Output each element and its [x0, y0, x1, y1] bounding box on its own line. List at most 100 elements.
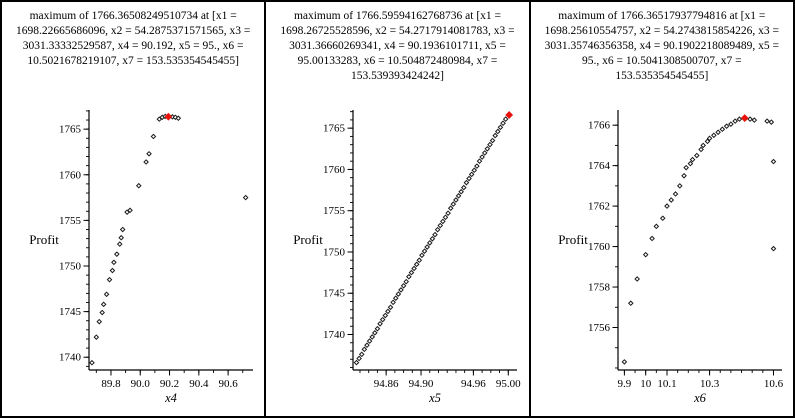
- data-point: [487, 141, 494, 148]
- data-point: [100, 301, 107, 308]
- data-point: [432, 231, 439, 238]
- x-tick-label: 89.8: [101, 378, 121, 390]
- data-point: [367, 338, 373, 344]
- data-point: [114, 251, 120, 257]
- y-tick-label: 1750: [59, 261, 82, 273]
- data-point: [634, 276, 640, 282]
- data-point: [406, 273, 413, 280]
- data-point: [768, 119, 774, 125]
- data-point: [136, 182, 142, 189]
- data-point: [687, 160, 694, 167]
- data-point: [471, 167, 478, 174]
- scatter-plot-x6: 9.9 10 10.1 10.3 10.6 1756 1758 1760 1762 1764 176…: [558, 110, 783, 405]
- data-point: [143, 159, 150, 165]
- data-point: [424, 244, 431, 250]
- data-point: [704, 138, 711, 145]
- data-point: [419, 252, 426, 259]
- data-point: [492, 132, 499, 139]
- x-tick-label: 90.4: [189, 378, 209, 390]
- data-point: [150, 133, 157, 140]
- y-axis-title: Profit: [29, 232, 59, 247]
- x-tick-label: 90.6: [219, 378, 239, 390]
- data-point: [445, 210, 452, 216]
- data-point: [736, 116, 743, 122]
- y-axis-title: Profit: [294, 232, 324, 247]
- data-point: [430, 235, 436, 242]
- data-point: [422, 248, 428, 254]
- y-tick-label: 1765: [59, 124, 82, 136]
- x-axis-title: x5: [429, 391, 442, 405]
- x-tick-label: 94.86: [374, 378, 399, 390]
- data-point: [668, 197, 674, 203]
- y-tick-label: 1750: [323, 246, 346, 258]
- data-point: [700, 142, 706, 149]
- max-point-marker: [164, 112, 173, 121]
- plot-title-x6: maximum of 1766.36517937794816 at [x1 = …: [544, 10, 779, 82]
- data-point: [416, 257, 423, 264]
- data-point: [117, 241, 123, 247]
- data-point: [495, 128, 502, 135]
- data-point: [109, 267, 116, 274]
- data-point: [437, 222, 444, 229]
- data-point: [732, 118, 738, 124]
- data-point: [354, 359, 360, 366]
- data-point: [474, 163, 481, 169]
- data-point: [409, 269, 415, 276]
- data-point: [243, 194, 249, 201]
- max-point-marker: [740, 114, 749, 123]
- data-point: [93, 334, 100, 340]
- data-point: [627, 300, 634, 307]
- data-point: [146, 150, 152, 157]
- data-point: [693, 152, 700, 159]
- data-point: [461, 184, 468, 191]
- data-point: [621, 359, 628, 365]
- data-point: [469, 171, 475, 178]
- data-point: [398, 287, 405, 293]
- data-point: [99, 309, 106, 316]
- data-point: [172, 114, 179, 121]
- data-point: [683, 164, 689, 171]
- data-point: [479, 154, 486, 160]
- data-point: [751, 117, 757, 123]
- data-point: [500, 120, 507, 127]
- data-point: [118, 234, 125, 241]
- data-point: [764, 118, 770, 124]
- data-point: [372, 330, 379, 336]
- y-tick-label: 1745: [323, 288, 346, 300]
- y-tick-label: 1755: [323, 205, 346, 217]
- plot-panel-x6: maximum of 1766.36517937794816 at [x1 = …: [530, 2, 793, 416]
- data-point: [175, 115, 182, 122]
- y-tick-label: 1766: [588, 120, 611, 132]
- x-tick-label: 94.90: [409, 378, 434, 390]
- data-point: [427, 240, 434, 246]
- data-point: [127, 207, 133, 214]
- data-point: [490, 137, 496, 144]
- plot-title-x5: maximum of 1766.59594162768736 at [x1 = …: [280, 10, 515, 82]
- data-point: [710, 132, 717, 139]
- data-point: [414, 261, 420, 268]
- data-point: [659, 215, 666, 222]
- x-tick-label: 9.9: [617, 378, 631, 390]
- data-point: [676, 183, 683, 189]
- y-tick-label: 1755: [59, 215, 82, 227]
- data-point: [503, 116, 509, 122]
- data-point: [706, 135, 713, 142]
- data-point: [747, 116, 753, 122]
- data-point: [715, 129, 721, 136]
- data-point: [364, 342, 371, 349]
- data-point: [719, 126, 725, 133]
- y-tick-label: 1740: [323, 329, 346, 341]
- y-tick-label: 1765: [323, 123, 346, 135]
- data-point: [380, 316, 386, 323]
- y-tick-label: 1760: [59, 169, 82, 181]
- data-point: [770, 245, 777, 252]
- data-point: [440, 218, 447, 225]
- data-point: [477, 158, 483, 164]
- data-point: [485, 145, 491, 152]
- y-axis-title: Profit: [558, 232, 588, 247]
- data-point: [723, 123, 730, 129]
- data-point: [411, 265, 418, 272]
- data-point: [443, 214, 449, 221]
- y-tick-label: 1756: [588, 322, 611, 334]
- data-point: [770, 158, 777, 165]
